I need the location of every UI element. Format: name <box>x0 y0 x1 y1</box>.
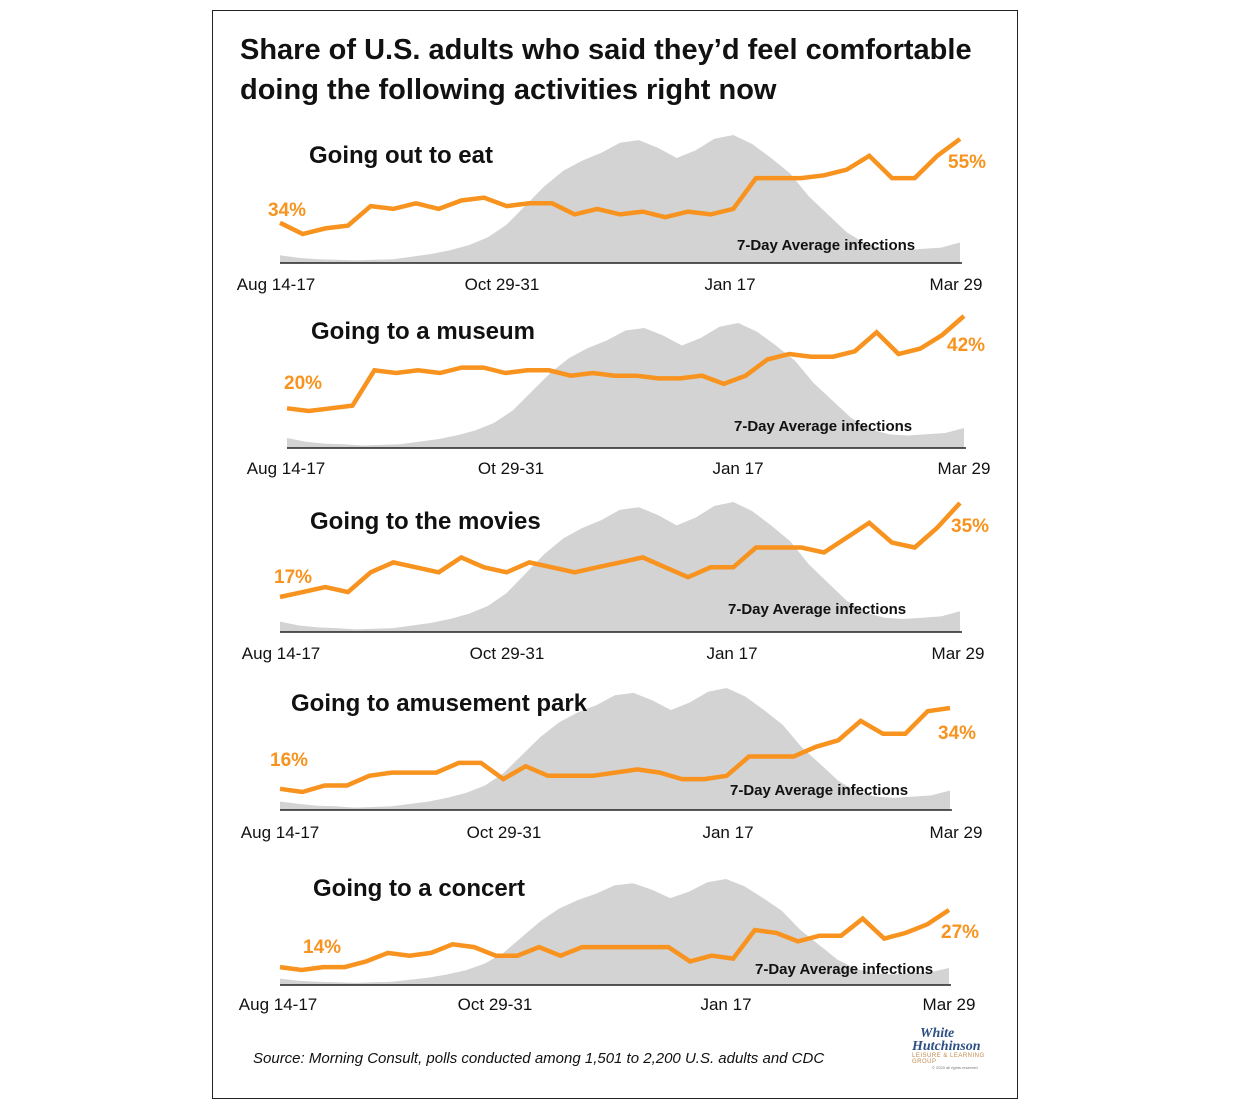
panel-title: Going out to eat <box>309 142 493 169</box>
comfort-line <box>279 501 962 600</box>
infections-area <box>287 323 964 448</box>
panel-title: Going to the movies <box>310 508 541 535</box>
x-tick-label: Ot 29-31 <box>477 459 545 478</box>
chart-title: Share of U.S. adults who said they’d fee… <box>240 34 972 106</box>
panel-title: Going to amusement park <box>291 690 588 717</box>
comfort-line <box>286 314 966 414</box>
start-value-label: 20% <box>284 373 323 394</box>
infections-area <box>280 688 950 810</box>
chart-panel: Going to amusement park Aug 14-17 Oct 29-3… <box>212 680 1018 860</box>
infections-label: 7-Day Average infections <box>755 961 934 978</box>
infections-label: 7-Day Average infections <box>737 237 916 254</box>
start-value-label: 34% <box>268 200 307 221</box>
x-tick-label: Oct 29-31 <box>464 275 540 294</box>
start-value-label: 14% <box>303 937 342 958</box>
chart-panel: Going to a museum Aug 14-17 Ot 29-31 Jan 17… <box>212 312 1018 492</box>
x-tick-label: Jan 17 <box>712 459 764 478</box>
x-tick-label: Jan 17 <box>704 275 756 294</box>
end-value-label: 55% <box>948 152 987 173</box>
comfort-line <box>279 908 951 973</box>
start-value-label: 17% <box>274 567 313 588</box>
logo-line-2: Hutchinson <box>912 1039 981 1054</box>
panel-title: Going to a concert <box>313 875 526 902</box>
x-tick-label: Oct 29-31 <box>457 995 533 1014</box>
x-tick-label: Aug 14-17 <box>241 644 321 663</box>
panel-plot <box>279 501 962 633</box>
start-value-label: 16% <box>270 750 309 771</box>
panel-plot <box>279 879 951 986</box>
end-value-label: 42% <box>947 335 986 356</box>
end-value-label: 35% <box>951 516 990 537</box>
panel-plot <box>279 135 962 264</box>
source-note: Source: Morning Consult, polls conducted… <box>253 1050 825 1067</box>
infections-label: 7-Day Average infections <box>734 418 913 435</box>
x-tick-label: Mar 29 <box>931 644 985 663</box>
infections-area <box>280 502 960 632</box>
x-tick-label: Aug 14-17 <box>246 459 326 478</box>
x-tick-label: Jan 17 <box>700 995 752 1014</box>
comfort-line <box>279 137 962 237</box>
white-hutchinson-logo: White Hutchinson LEISURE & LEARNING GROU… <box>912 1027 994 1071</box>
x-tick-label: Jan 17 <box>702 823 754 842</box>
logo-line-3: LEISURE & LEARNING GROUP <box>912 1053 985 1065</box>
logo-rights: © 2020 all rights reserved <box>932 1065 978 1070</box>
x-tick-label: Aug 14-17 <box>236 275 316 294</box>
x-tick-label: Oct 29-31 <box>466 823 542 842</box>
end-value-label: 27% <box>941 922 980 943</box>
x-tick-label: Aug 14-17 <box>238 995 318 1014</box>
chart-panel: Going to the movies Aug 14-17 Oct 29-31 Jan… <box>212 495 1018 675</box>
end-value-label: 34% <box>938 723 977 744</box>
infections-area <box>280 135 960 263</box>
infections-area <box>280 879 949 985</box>
x-tick-label: Mar 29 <box>929 275 983 294</box>
infections-label: 7-Day Average infections <box>728 601 907 618</box>
x-tick-label: Jan 17 <box>706 644 758 663</box>
panel-title: Going to a museum <box>311 318 536 345</box>
x-tick-label: Mar 29 <box>937 459 991 478</box>
x-tick-label: Mar 29 <box>922 995 976 1014</box>
logo-line-1: White <box>920 1026 955 1041</box>
comfort-line <box>279 705 951 795</box>
x-tick-label: Oct 29-31 <box>469 644 545 663</box>
infections-label: 7-Day Average infections <box>730 782 909 799</box>
panel-plot <box>286 314 966 449</box>
chart-panel: Going out to eat Aug 14-17 Oct 29-31 Jan 17… <box>212 130 1018 310</box>
x-tick-label: Aug 14-17 <box>240 823 320 842</box>
panel-plot <box>279 688 952 811</box>
chart-panel: Going to a concert Aug 14-17 Oct 29-31 Jan … <box>212 855 1018 1035</box>
x-tick-label: Mar 29 <box>929 823 983 842</box>
